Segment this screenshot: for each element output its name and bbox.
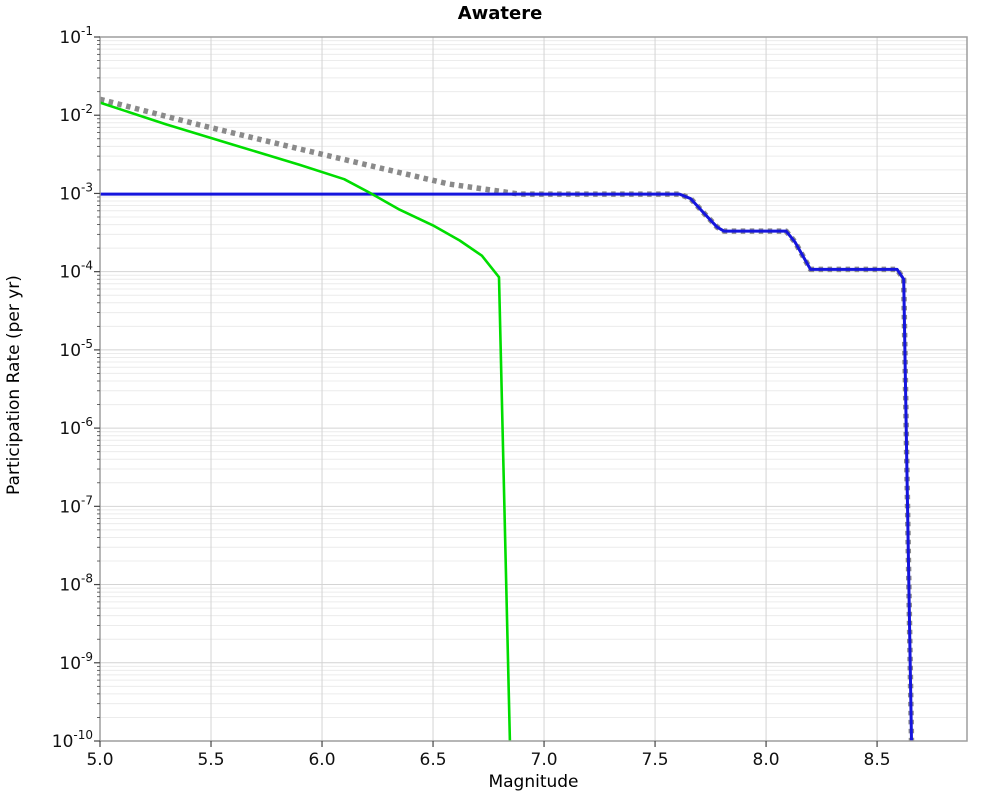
x-tick-label: 6.0 xyxy=(308,750,335,770)
y-tick-label: 10-7 xyxy=(59,493,93,517)
y-tick-label: 10-8 xyxy=(59,572,93,596)
plot-frame xyxy=(99,36,968,742)
blue-curve xyxy=(100,192,913,741)
x-tick-label: 7.5 xyxy=(642,750,669,770)
y-tick-label: 10-10 xyxy=(52,728,93,752)
y-tick-labels: 10-1 10-2 10-3 10-4 10-5 10-6 10-7 10-8 10-9 10-1… xyxy=(52,24,93,752)
x-tick-label: 5.5 xyxy=(197,750,224,770)
y-tick-label: 10-1 xyxy=(59,24,93,48)
x-axis-label: Magnitude xyxy=(488,772,579,792)
green-curve xyxy=(100,101,512,741)
y-tick-label: 10-2 xyxy=(59,102,93,126)
y-tick-label: 10-4 xyxy=(59,259,93,283)
x-tick-label: 6.5 xyxy=(420,750,447,770)
minor-gridlines xyxy=(100,40,967,718)
x-tick-label: 8.5 xyxy=(864,750,891,770)
x-tick-labels: 5.0 5.5 6.0 6.5 7.0 7.5 8.0 8.5 xyxy=(86,750,890,770)
x-tick-label: 5.0 xyxy=(86,750,113,770)
y-tick-label: 10-6 xyxy=(59,415,93,439)
chart-title: Awatere xyxy=(457,3,543,24)
y-tick-label: 10-5 xyxy=(59,337,93,361)
y-tick-label: 10-9 xyxy=(59,650,93,674)
x-tick-label: 7.0 xyxy=(531,750,558,770)
axis-ticks xyxy=(94,36,878,747)
x-tick-label: 8.0 xyxy=(753,750,780,770)
y-tick-label: 10-3 xyxy=(59,180,93,204)
